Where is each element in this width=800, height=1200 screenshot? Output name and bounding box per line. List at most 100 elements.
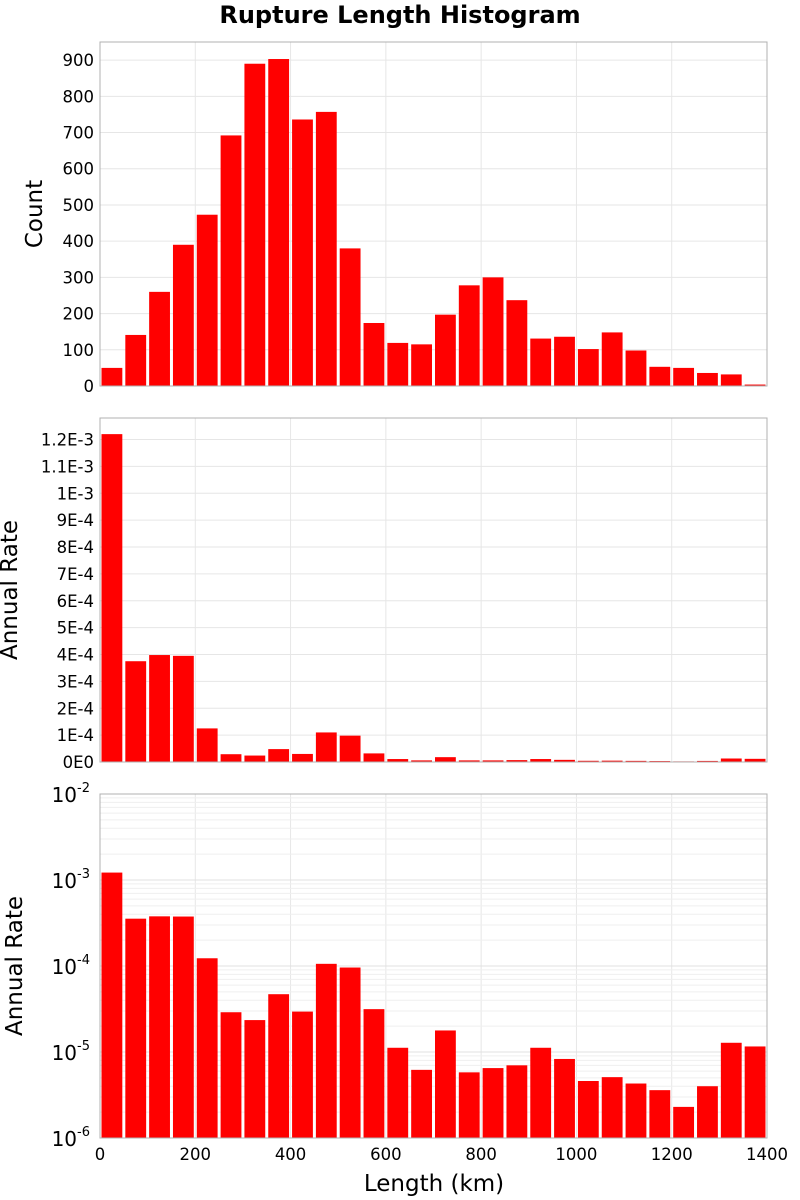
histogram-bar [220,1012,242,1138]
y-tick-label: 3E-4 [57,672,94,691]
panels: 0 100 200 300 400 500 600 700 800 900 Count 0E0 1E-4… [0,41,788,1164]
histogram-bar [625,350,647,386]
histogram-bar [339,967,361,1138]
histogram-bar [577,1081,599,1138]
histogram-bar [673,1106,695,1138]
histogram-bar [577,349,599,386]
y-tick-label: 10-2 [52,781,90,807]
histogram-bar [268,59,290,386]
y-tick-label: 1.2E-3 [41,431,94,450]
y-tick-label: 4E-4 [57,646,94,665]
y-tick-label: 800 [63,87,95,106]
histogram-bar [315,111,337,386]
histogram-bar [149,291,170,386]
y-tick-label: 900 [63,51,95,70]
panel-2: 0E0 1E-4 2E-4 3E-4 4E-4 5E-4 6E-4 7E-4 8E-4 9E-4 1… [0,417,768,772]
y-axis-label: Annual Rate [2,896,28,1036]
histogram-bar [244,755,266,762]
y-tick-label: 600 [63,160,95,179]
y-tick-label: 700 [63,124,95,143]
x-tick-label: 1400 [746,1145,788,1164]
histogram-bar [149,916,170,1138]
histogram-bar [601,332,623,386]
histogram-bar [125,661,147,762]
x-tick-label: 400 [275,1145,307,1164]
histogram-bar [411,344,432,386]
x-tick-label: 600 [370,1145,402,1164]
histogram-bar [506,300,528,386]
y-tick-label: 100 [63,341,95,360]
histogram-bar [363,753,385,762]
y-tick-label: 10-4 [52,953,90,979]
y-axis-label: Annual Rate [0,520,23,660]
histogram-bar [482,277,504,386]
plot-frame [99,41,768,387]
histogram-bar [387,342,409,386]
histogram-bar [744,1046,766,1138]
y-tick-label: 500 [63,196,95,215]
y-tick-label: 7E-4 [57,565,94,584]
histogram-bar [244,1020,266,1138]
histogram-bar [625,760,647,762]
chart-title: Rupture Length Histogram [219,1,580,29]
y-tick-label: 300 [63,268,95,287]
y-tick-label: 0E0 [63,753,94,772]
histogram-bar [435,757,456,762]
y-tick-label: 1E-4 [57,726,94,745]
histogram-bar [244,63,266,386]
plot-frame [99,417,768,763]
histogram-bar [601,760,623,762]
histogram-bar [196,958,218,1138]
y-tick-label: 1.1E-3 [41,457,94,476]
x-tick-label: 200 [180,1145,212,1164]
histogram-bar [339,248,361,386]
histogram-bar [125,918,147,1138]
y-axis-label: Count [22,180,48,248]
histogram-bar [649,1090,671,1138]
histogram-bar [506,760,528,762]
histogram-bar [697,1086,718,1138]
y-tick-label: 10-5 [52,1039,90,1065]
y-tick-label: 200 [63,305,95,324]
histogram-bar [482,760,504,762]
y-tick-label: 9E-4 [57,511,94,530]
x-tick-label: 1200 [651,1145,693,1164]
histogram-bar [292,119,313,386]
histogram-bar [220,754,242,762]
histogram-bar [720,758,742,762]
histogram-bar [697,760,718,762]
histogram-bar [101,367,123,386]
histogram-bar [697,372,718,386]
y-tick-label: 2E-4 [57,699,94,718]
histogram-bar [673,367,695,386]
histogram-bar [172,916,194,1138]
histogram-bar [744,758,766,762]
y-tick-label: 10-6 [52,1125,90,1151]
histogram-bar [720,1042,742,1138]
histogram-bar [720,374,742,386]
y-tick-label: 6E-4 [57,592,94,611]
histogram-bar [506,1065,528,1138]
histogram-bar [554,336,575,386]
histogram-bar [554,759,575,762]
histogram-bar [339,735,361,762]
histogram-bar [482,1068,504,1138]
histogram-bar [363,1009,385,1138]
y-tick-label: 8E-4 [57,538,94,557]
histogram-bar [292,753,313,762]
histogram-bar [315,963,337,1138]
histogram-bar [387,1047,409,1138]
plot-frame [99,793,768,1139]
histogram-bar [554,1058,575,1138]
y-tick-label: 10-3 [52,867,90,893]
histogram-bar [268,749,290,762]
y-tick-label: 400 [63,232,95,251]
histogram-bar [435,1030,456,1138]
histogram-bar [458,1072,480,1138]
histogram-bar [530,338,552,386]
histogram-bar [458,760,480,762]
histogram-bar [649,366,671,386]
histogram-bar [363,322,385,386]
x-axis-label: Length (km) [364,1171,504,1197]
y-tick-label: 0 [84,377,95,396]
